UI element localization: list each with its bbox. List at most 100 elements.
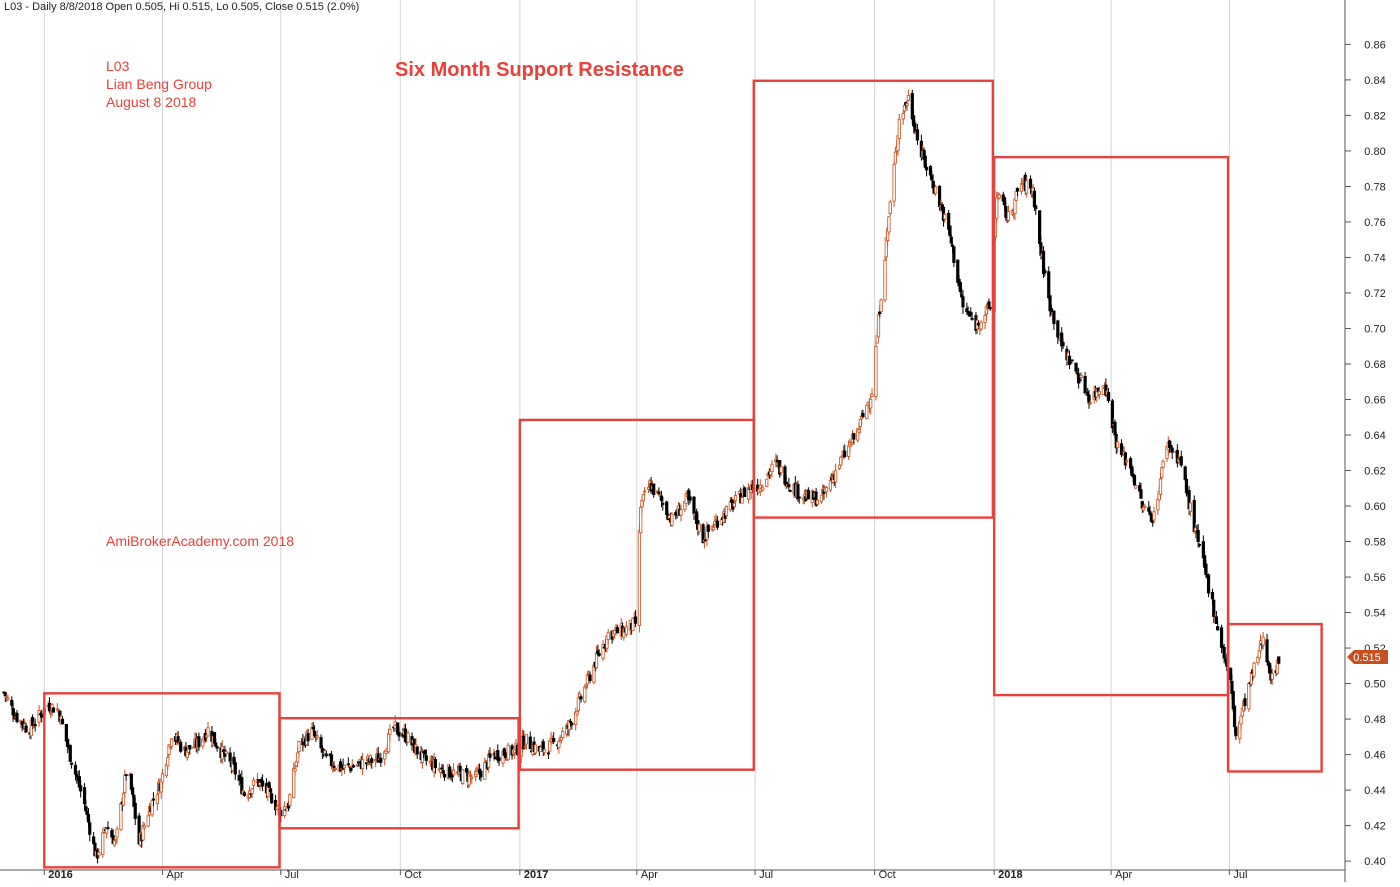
candle-body (215, 746, 219, 749)
candle-body (876, 314, 881, 338)
candle-body (637, 530, 642, 627)
candle-body (86, 813, 91, 823)
candle-body (1206, 574, 1211, 594)
candle-body (1134, 485, 1138, 489)
candle-body (242, 792, 246, 797)
candle-body (121, 792, 126, 806)
candle-body (69, 762, 74, 765)
x-tick-label: Jul (759, 869, 773, 881)
company-label: Lian Beng Group (106, 76, 212, 92)
x-tick-label: 2016 (48, 869, 72, 881)
candle-body (106, 827, 110, 830)
candle-body (1229, 667, 1233, 681)
candle-body (624, 626, 629, 635)
candle-body (646, 486, 651, 490)
candle-body (1234, 726, 1238, 737)
y-tick-label: 0.40 (1364, 856, 1385, 868)
candle-body (1125, 460, 1129, 463)
candle-body (131, 787, 135, 795)
candle-body (1179, 456, 1183, 466)
candle-body (1184, 479, 1189, 494)
candle-body (288, 794, 292, 806)
candle-body (439, 769, 443, 773)
candle-body (697, 523, 701, 532)
candle-body (351, 765, 356, 768)
candle-body (923, 155, 927, 168)
y-tick-label: 0.86 (1364, 39, 1385, 51)
candle-body (887, 216, 891, 233)
candle-body (824, 486, 829, 493)
candle-body (997, 194, 1001, 199)
candle-body (60, 718, 65, 725)
candle-body (283, 806, 287, 817)
site-watermark: AmiBrokerAcademy.com 2018 (106, 533, 295, 549)
candle-body (296, 752, 300, 763)
candle-body (1219, 627, 1224, 648)
date-label: August 8 2018 (106, 94, 197, 110)
candle-body (1041, 250, 1046, 274)
candle-body (779, 466, 783, 473)
candle-body (961, 296, 965, 308)
candle-body (976, 322, 981, 326)
support-resistance-box (278, 716, 520, 830)
candle-body (342, 765, 347, 769)
candle-body (995, 197, 999, 219)
candle-body (652, 483, 656, 495)
candle-body (1252, 662, 1256, 677)
candle-body (6, 697, 10, 700)
ticker-label: L03 (106, 58, 130, 74)
candle-body (73, 764, 78, 775)
candle-body (1197, 544, 1202, 546)
candle-body (949, 236, 953, 244)
grid-layer (43, 0, 1230, 870)
candle-body (1028, 178, 1033, 189)
y-tick-label: 0.54 (1364, 608, 1385, 620)
candle-body (924, 166, 929, 171)
y-tick-label: 0.44 (1364, 785, 1385, 797)
candle-body (575, 711, 579, 715)
candle-body (897, 118, 901, 139)
candle-body (879, 299, 883, 312)
candle-body (542, 749, 547, 753)
candle-body (606, 632, 610, 640)
candle-body (706, 524, 710, 532)
candle-body (740, 497, 744, 504)
y-tick-label: 0.72 (1364, 288, 1385, 300)
candle-body (1170, 447, 1174, 453)
y-tick-label: 0.64 (1364, 430, 1385, 442)
candle-body (615, 627, 619, 634)
candle-body (1212, 599, 1216, 618)
candle-body (458, 765, 462, 773)
candle-body (79, 785, 83, 792)
candle-body (724, 506, 729, 516)
last-price-label: 0.515 (1353, 652, 1381, 664)
candle-body (1083, 375, 1087, 394)
candle-body (1106, 392, 1111, 401)
candle-body (893, 151, 898, 164)
y-tick-label: 0.50 (1364, 679, 1385, 691)
candle-body (1056, 320, 1060, 338)
candle-body (557, 741, 561, 748)
candle-body (349, 767, 353, 771)
candle-body (1052, 310, 1056, 325)
candle-body (1139, 489, 1143, 499)
candle-body (1069, 361, 1073, 364)
candle-body (233, 762, 237, 775)
candle-body (483, 762, 487, 780)
candle-body (815, 499, 820, 505)
candle-body (588, 674, 592, 682)
candle-body (1277, 656, 1281, 664)
y-tick-label: 0.48 (1364, 714, 1385, 726)
candle-body (319, 737, 323, 749)
chart-header: L03 - Daily 8/8/2018 Open 0.505, Hi 0.51… (4, 1, 360, 13)
candle-body (1070, 359, 1074, 362)
candle-body (214, 742, 218, 747)
candle-body (869, 398, 873, 409)
candle-body (948, 225, 952, 237)
candle-body (88, 822, 92, 835)
candle-body (1043, 270, 1047, 274)
candle-body (82, 787, 87, 805)
